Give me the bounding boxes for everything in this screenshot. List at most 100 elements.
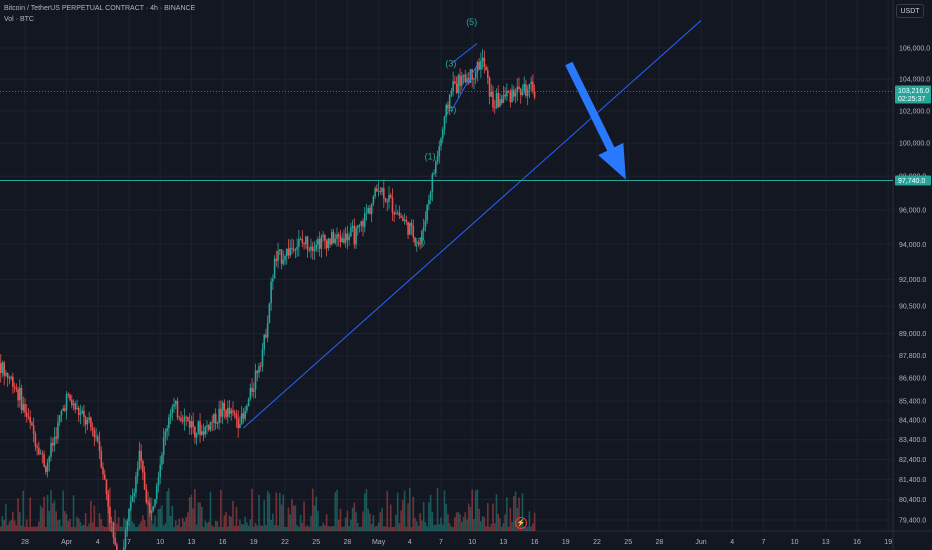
candle-body xyxy=(525,83,527,96)
volume-bar xyxy=(17,498,19,531)
candle-body xyxy=(502,94,505,103)
volume-bar xyxy=(6,525,9,531)
volume-indicator-label[interactable]: Vol · BTC xyxy=(4,16,34,23)
candle-body xyxy=(247,398,250,407)
volume-bar xyxy=(504,514,506,531)
volume-bar xyxy=(69,518,71,531)
volume-bar xyxy=(287,507,290,531)
time-tick-label: 16 xyxy=(219,539,227,546)
volume-bar xyxy=(310,515,312,531)
candle-body xyxy=(320,236,323,249)
candle-body xyxy=(133,492,135,497)
volume-bar xyxy=(317,510,319,531)
candle-body xyxy=(365,212,368,214)
candle-body xyxy=(6,373,9,378)
volume-bar xyxy=(124,519,127,531)
candle-body xyxy=(341,238,343,242)
candle-body xyxy=(150,510,153,514)
candle-body xyxy=(103,474,106,480)
candle-body xyxy=(362,221,364,227)
volume-bar xyxy=(346,510,349,531)
candle-body xyxy=(513,89,515,97)
candle-body xyxy=(419,243,421,245)
candle-body xyxy=(311,246,314,251)
candle-body xyxy=(284,255,286,261)
volume-bar xyxy=(525,526,527,531)
candle-body xyxy=(199,421,201,435)
price-tick-label: 85,400.0 xyxy=(899,398,926,405)
candle-body xyxy=(305,236,307,245)
candle-body xyxy=(39,453,42,455)
support-trendline xyxy=(243,20,702,429)
volume-bar xyxy=(232,500,234,531)
symbol-title[interactable]: Bitcoin / TetherUS PERPETUAL CONTRACT · … xyxy=(4,5,196,12)
candle-body xyxy=(166,428,168,432)
volume-bar xyxy=(454,517,456,531)
volume-bar xyxy=(169,515,172,531)
candle-body xyxy=(495,92,498,109)
candle-body xyxy=(5,373,7,376)
volume-bar xyxy=(201,506,203,531)
volume-bar xyxy=(365,489,368,531)
price-tick-label: 79,400.0 xyxy=(899,518,926,525)
candle-body xyxy=(155,485,158,500)
volume-bar xyxy=(181,517,184,531)
candle-body xyxy=(197,421,200,434)
volume-bar xyxy=(123,517,125,531)
volume-bar xyxy=(166,491,168,531)
volume-bar xyxy=(162,525,165,531)
currency-button[interactable]: USDT xyxy=(896,4,924,18)
volume-bar xyxy=(325,514,328,531)
volume-bar xyxy=(114,509,116,531)
volume-bar xyxy=(207,521,210,531)
volume-bar xyxy=(84,513,87,531)
candle-body xyxy=(128,509,130,521)
volume-bar xyxy=(98,513,101,531)
candle-body xyxy=(391,197,394,213)
candle-body xyxy=(79,413,82,415)
time-tick-label: 28 xyxy=(344,539,352,546)
volume-bar xyxy=(246,522,248,531)
candle-body xyxy=(533,91,536,98)
candle-body xyxy=(457,75,460,93)
lightning-icon[interactable]: ⚡ xyxy=(515,517,527,529)
volume-bar xyxy=(31,526,33,531)
time-tick-label: 22 xyxy=(281,539,289,546)
volume-bar xyxy=(532,523,534,531)
candle-body xyxy=(388,194,390,202)
volume-bar xyxy=(34,526,37,531)
candle-body xyxy=(461,75,463,86)
volume-bar xyxy=(247,525,250,531)
wedge-line-lower xyxy=(450,64,478,112)
candle-body xyxy=(325,240,328,249)
candle-body xyxy=(315,244,317,250)
time-tick-label: 4 xyxy=(730,539,734,546)
volume-bar xyxy=(253,526,255,531)
volume-bar xyxy=(178,518,181,531)
volume-bar xyxy=(464,512,467,531)
volume-bar xyxy=(233,526,236,531)
candle-body xyxy=(201,431,203,435)
candle-body xyxy=(218,408,220,424)
volume-bar xyxy=(3,520,5,531)
volume-bar xyxy=(389,504,392,531)
candle-body xyxy=(220,408,222,417)
volume-bar xyxy=(272,513,274,531)
volume-bar xyxy=(324,525,326,531)
candle-body xyxy=(339,236,342,242)
candle-body xyxy=(268,303,271,323)
volume-bar xyxy=(372,515,375,531)
volume-bar xyxy=(77,518,80,531)
candle-body xyxy=(83,410,85,418)
volume-bar xyxy=(487,503,489,531)
candle-body xyxy=(261,349,264,367)
volume-bar xyxy=(209,491,212,531)
volume-bar xyxy=(402,500,404,531)
time-tick-label: 19 xyxy=(562,539,570,546)
candle-body xyxy=(55,436,57,439)
candle-body xyxy=(48,456,51,463)
wave-label: (3) xyxy=(445,59,456,69)
volume-bar xyxy=(291,499,293,531)
volume-bar xyxy=(279,493,281,531)
